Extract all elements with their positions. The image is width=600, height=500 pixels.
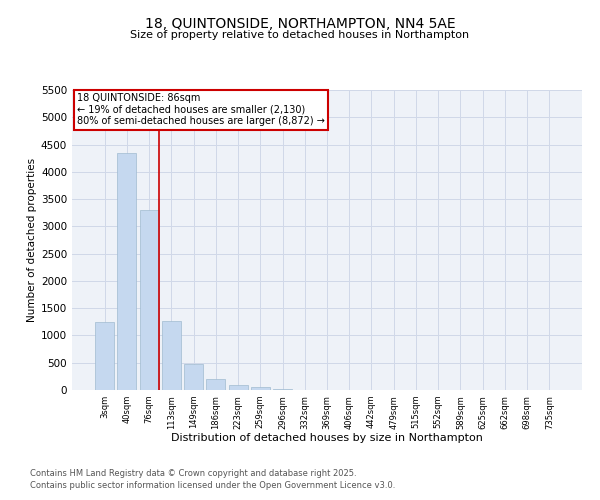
- X-axis label: Distribution of detached houses by size in Northampton: Distribution of detached houses by size …: [171, 433, 483, 443]
- Text: 18 QUINTONSIDE: 86sqm
← 19% of detached houses are smaller (2,130)
80% of semi-d: 18 QUINTONSIDE: 86sqm ← 19% of detached …: [77, 93, 325, 126]
- Bar: [95, 322, 114, 390]
- Bar: [229, 384, 248, 390]
- Bar: [273, 389, 292, 390]
- Text: Contains HM Land Registry data © Crown copyright and database right 2025.: Contains HM Land Registry data © Crown c…: [30, 468, 356, 477]
- Bar: [251, 388, 270, 390]
- Text: Size of property relative to detached houses in Northampton: Size of property relative to detached ho…: [130, 30, 470, 40]
- Bar: [140, 210, 158, 390]
- Y-axis label: Number of detached properties: Number of detached properties: [27, 158, 37, 322]
- Bar: [118, 152, 136, 390]
- Text: Contains public sector information licensed under the Open Government Licence v3: Contains public sector information licen…: [30, 481, 395, 490]
- Text: 18, QUINTONSIDE, NORTHAMPTON, NN4 5AE: 18, QUINTONSIDE, NORTHAMPTON, NN4 5AE: [145, 18, 455, 32]
- Bar: [206, 379, 225, 390]
- Bar: [162, 320, 181, 390]
- Bar: [184, 364, 203, 390]
